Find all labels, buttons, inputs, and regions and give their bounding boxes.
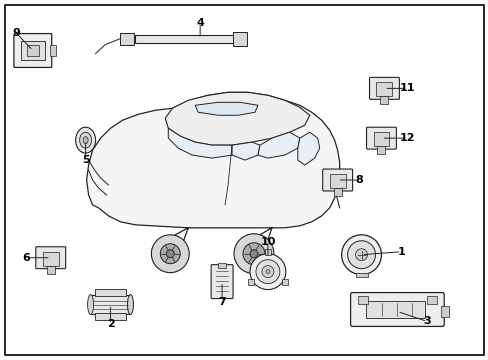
Bar xyxy=(135,35,235,42)
Bar xyxy=(120,32,134,45)
Circle shape xyxy=(262,266,273,278)
Text: 12: 12 xyxy=(399,133,414,143)
Bar xyxy=(282,279,287,285)
Ellipse shape xyxy=(87,294,93,315)
Circle shape xyxy=(151,235,189,273)
Bar xyxy=(218,263,225,268)
Text: 2: 2 xyxy=(106,319,114,329)
Circle shape xyxy=(160,244,180,264)
Bar xyxy=(365,301,425,319)
Ellipse shape xyxy=(83,137,88,144)
Bar xyxy=(27,45,39,57)
Bar xyxy=(94,314,126,320)
Bar xyxy=(440,306,448,318)
Polygon shape xyxy=(86,92,339,264)
Text: 9: 9 xyxy=(12,28,20,37)
Bar xyxy=(357,296,367,303)
Circle shape xyxy=(347,241,375,269)
Text: 8: 8 xyxy=(355,175,363,185)
Bar xyxy=(376,82,392,96)
Circle shape xyxy=(341,235,381,275)
Bar xyxy=(355,273,367,276)
Bar xyxy=(333,188,341,196)
Bar xyxy=(377,146,385,154)
FancyBboxPatch shape xyxy=(14,33,52,67)
Ellipse shape xyxy=(80,132,91,148)
Text: 5: 5 xyxy=(81,155,89,165)
Bar xyxy=(21,41,45,60)
FancyBboxPatch shape xyxy=(322,169,352,191)
Polygon shape xyxy=(195,102,258,115)
Polygon shape xyxy=(165,92,309,145)
Bar xyxy=(380,96,387,104)
Text: 4: 4 xyxy=(196,18,203,28)
Polygon shape xyxy=(297,132,319,165)
Circle shape xyxy=(243,243,264,265)
Text: 3: 3 xyxy=(423,316,430,327)
Polygon shape xyxy=(168,128,232,158)
Text: 1: 1 xyxy=(397,247,405,257)
Circle shape xyxy=(265,270,269,274)
Bar xyxy=(264,249,270,255)
Bar xyxy=(90,294,130,315)
Circle shape xyxy=(166,250,174,258)
FancyBboxPatch shape xyxy=(366,127,396,149)
Ellipse shape xyxy=(76,127,95,153)
Bar xyxy=(94,289,126,296)
Text: 6: 6 xyxy=(22,253,30,263)
FancyBboxPatch shape xyxy=(211,265,233,298)
Text: 11: 11 xyxy=(399,84,414,93)
Bar xyxy=(50,45,56,57)
Bar xyxy=(373,132,388,146)
Bar xyxy=(329,174,345,188)
FancyBboxPatch shape xyxy=(36,247,65,269)
Ellipse shape xyxy=(127,294,133,315)
FancyBboxPatch shape xyxy=(369,77,399,99)
FancyBboxPatch shape xyxy=(350,293,443,327)
Circle shape xyxy=(355,249,367,261)
Bar xyxy=(233,32,246,45)
Circle shape xyxy=(234,234,273,274)
Bar xyxy=(427,296,436,303)
Polygon shape xyxy=(232,142,260,160)
Circle shape xyxy=(255,260,279,284)
Text: 10: 10 xyxy=(260,237,275,247)
Bar xyxy=(247,279,253,285)
Bar xyxy=(42,252,59,266)
Polygon shape xyxy=(258,132,299,158)
Circle shape xyxy=(249,250,258,258)
Bar xyxy=(47,266,55,274)
Text: 7: 7 xyxy=(218,297,225,306)
Circle shape xyxy=(249,254,285,289)
